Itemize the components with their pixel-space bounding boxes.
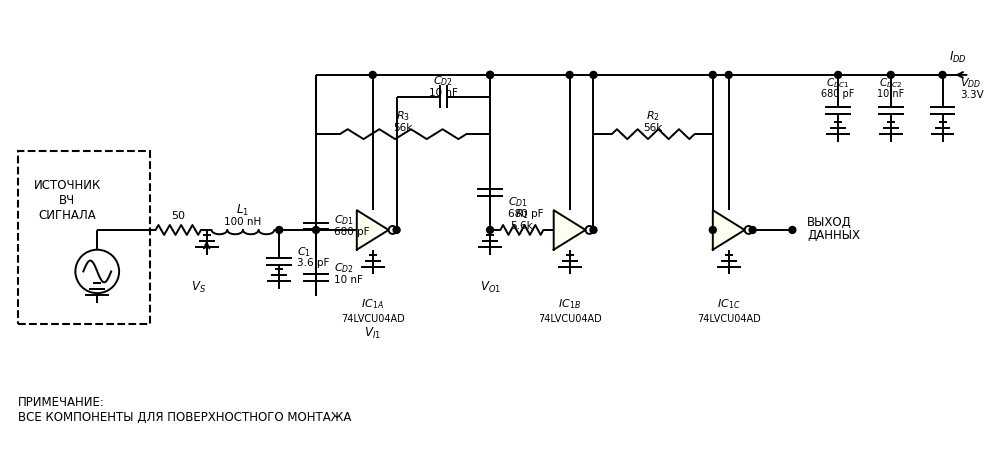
- Text: $V_S$: $V_S$: [191, 280, 206, 295]
- Circle shape: [789, 226, 796, 233]
- Circle shape: [313, 226, 320, 233]
- Circle shape: [487, 72, 494, 78]
- Circle shape: [276, 226, 283, 233]
- Circle shape: [590, 72, 597, 78]
- Text: $C_{D1}$: $C_{D1}$: [334, 213, 354, 227]
- Circle shape: [709, 226, 716, 233]
- Text: ДАННЫХ: ДАННЫХ: [807, 229, 860, 242]
- Text: $C_{D2}$: $C_{D2}$: [433, 74, 453, 88]
- Circle shape: [393, 226, 400, 233]
- Text: $C_{DC1}$: $C_{DC1}$: [826, 76, 850, 90]
- Circle shape: [590, 226, 597, 233]
- Text: $R_2$: $R_2$: [646, 110, 660, 123]
- Circle shape: [725, 72, 732, 78]
- Text: СИГНАЛА: СИГНАЛА: [39, 209, 96, 222]
- Text: 74LVCU04AD: 74LVCU04AD: [697, 314, 761, 324]
- Text: $V_{DD}$: $V_{DD}$: [960, 76, 982, 90]
- Text: 680 pF: 680 pF: [334, 227, 369, 237]
- Text: $R_1$: $R_1$: [515, 207, 529, 221]
- Text: 5.6k: 5.6k: [511, 221, 533, 231]
- Text: ИСТОЧНИК: ИСТОЧНИК: [34, 179, 101, 192]
- Text: 74LVCU04AD: 74LVCU04AD: [341, 314, 405, 324]
- Text: 50: 50: [171, 211, 185, 221]
- Circle shape: [939, 72, 946, 78]
- Text: $C_1$: $C_1$: [297, 245, 311, 259]
- Circle shape: [887, 72, 894, 78]
- Circle shape: [487, 226, 494, 233]
- Text: 3.3V: 3.3V: [960, 90, 984, 100]
- Text: ВСЕ КОМПОНЕНТЫ ДЛЯ ПОВЕРХНОСТНОГО МОНТАЖА: ВСЕ КОМПОНЕНТЫ ДЛЯ ПОВЕРХНОСТНОГО МОНТАЖ…: [18, 411, 351, 424]
- Circle shape: [835, 72, 842, 78]
- Text: $L_1$: $L_1$: [236, 202, 249, 218]
- Text: 100 nH: 100 nH: [224, 217, 261, 227]
- Polygon shape: [713, 210, 745, 250]
- Text: 56k: 56k: [393, 123, 412, 133]
- Text: $V_{I1}$: $V_{I1}$: [364, 326, 381, 341]
- Circle shape: [749, 226, 756, 233]
- Text: $IC_{1C}$: $IC_{1C}$: [717, 297, 740, 311]
- Text: ВЫХОД: ВЫХОД: [807, 216, 852, 229]
- Circle shape: [566, 72, 573, 78]
- Text: $V_{O1}$: $V_{O1}$: [480, 280, 501, 295]
- Circle shape: [487, 72, 494, 78]
- Text: ПРИМЕЧАНИЕ:: ПРИМЕЧАНИЕ:: [18, 396, 105, 410]
- Text: 10 nF: 10 nF: [877, 89, 904, 99]
- Circle shape: [709, 72, 716, 78]
- Text: 56k: 56k: [643, 123, 663, 133]
- Text: 3.6 pF: 3.6 pF: [297, 258, 330, 268]
- Text: 680 pF: 680 pF: [821, 89, 855, 99]
- Text: $I_{DD}$: $I_{DD}$: [949, 49, 966, 65]
- Text: $R_3$: $R_3$: [396, 110, 410, 123]
- Text: 74LVCU04AD: 74LVCU04AD: [538, 314, 601, 324]
- Text: $IC_{1B}$: $IC_{1B}$: [558, 297, 581, 311]
- Text: ВЧ: ВЧ: [59, 194, 75, 207]
- Text: $C_{D2}$: $C_{D2}$: [334, 261, 354, 275]
- Text: $IC_{1A}$: $IC_{1A}$: [361, 297, 384, 311]
- FancyBboxPatch shape: [18, 151, 150, 324]
- Text: $C_{DC2}$: $C_{DC2}$: [879, 76, 903, 90]
- Text: 680 pF: 680 pF: [508, 209, 543, 219]
- Circle shape: [369, 72, 376, 78]
- Text: 10 nF: 10 nF: [334, 275, 363, 285]
- Text: 10 nF: 10 nF: [429, 88, 458, 98]
- Text: $C_{D1}$: $C_{D1}$: [508, 195, 528, 209]
- Polygon shape: [554, 210, 586, 250]
- Polygon shape: [357, 210, 389, 250]
